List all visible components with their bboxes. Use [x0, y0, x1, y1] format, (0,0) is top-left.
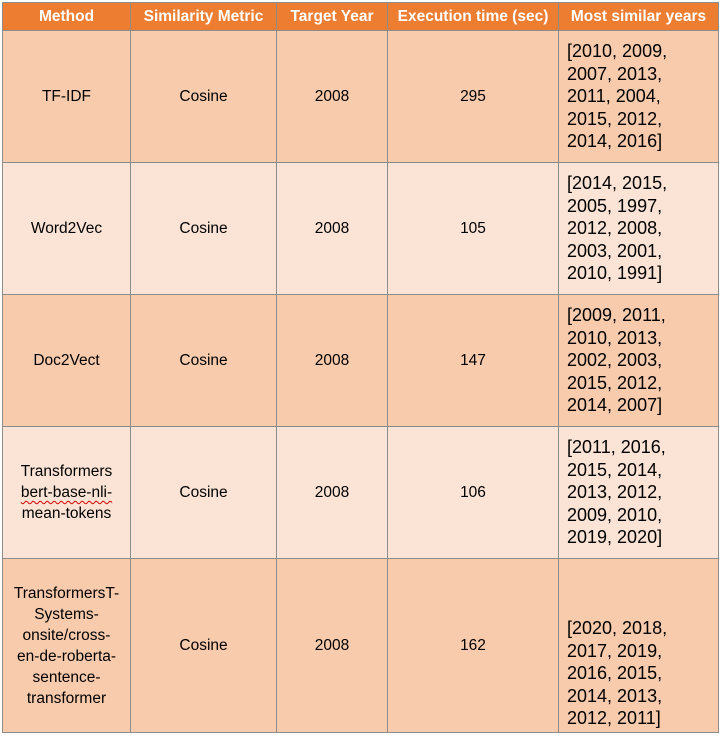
years-line: 2015, 2012,: [567, 108, 663, 129]
table-row: Doc2Vect Cosine 2008 147 [2009, 2011, 20…: [2, 294, 719, 427]
header-target-year: Target Year: [276, 2, 388, 31]
header-most-similar-years: Most similar years: [558, 2, 719, 31]
similar-years-cell: [2010, 2009, 2007, 2013, 2011, 2004, 201…: [558, 30, 719, 163]
metric-cell: Cosine: [130, 294, 277, 427]
method-cell: Transformers bert-base-nli- mean-tokens: [2, 426, 131, 559]
years-line: 2010, 1991]: [567, 263, 663, 284]
metric-cell: Cosine: [130, 426, 277, 559]
years-line: 2014, 2013,: [567, 685, 663, 706]
similar-years-cell: [2020, 2018, 2017, 2019, 2016, 2015, 201…: [558, 558, 719, 733]
similar-years-cell: [2011, 2016, 2015, 2014, 2013, 2012, 200…: [558, 426, 719, 559]
method-name: TransformersT- Systems- onsite/cross- en…: [10, 583, 123, 709]
years-line: [2020, 2018,: [567, 618, 668, 639]
years-line: 2003, 2001,: [567, 240, 663, 261]
years-line: 2014, 2016]: [567, 131, 663, 152]
years-line: 2002, 2003,: [567, 350, 663, 371]
metric-cell: Cosine: [130, 558, 277, 733]
method-line: bert-base-nli-: [20, 484, 113, 501]
header-similarity-metric: Similarity Metric: [130, 2, 277, 31]
method-line: transformer: [26, 689, 107, 707]
method-cell: Word2Vec: [2, 162, 131, 295]
years-line: 2010, 2013,: [567, 327, 663, 348]
years-line: 2015, 2012,: [567, 372, 663, 393]
execution-time-cell: 147: [387, 294, 559, 427]
similar-years-cell: [2009, 2011, 2010, 2013, 2002, 2003, 201…: [558, 294, 719, 427]
method-cell: TransformersT- Systems- onsite/cross- en…: [2, 558, 131, 733]
metric-cell: Cosine: [130, 30, 277, 163]
method-name: Transformers bert-base-nli- mean-tokens: [17, 461, 117, 524]
target-year-cell: 2008: [276, 162, 388, 295]
method-line: Transformers: [20, 463, 113, 480]
execution-time-cell: 105: [387, 162, 559, 295]
table-row: Transformers bert-base-nli- mean-tokens …: [2, 426, 719, 559]
method-line: mean-tokens: [21, 505, 112, 522]
method-name: TF-IDF: [41, 88, 92, 105]
years-line: [2010, 2009,: [567, 41, 668, 62]
years-line: [2011, 2016,: [567, 437, 666, 458]
years-line: 2012, 2008,: [567, 218, 663, 239]
method-line: Systems-: [34, 605, 99, 623]
method-cell: Doc2Vect: [2, 294, 131, 427]
years-line: 2009, 2010,: [567, 504, 663, 525]
years-line: 2015, 2014,: [567, 459, 663, 480]
target-year-cell: 2008: [276, 30, 388, 163]
years-line: [2014, 2015,: [567, 173, 668, 194]
header-execution-time: Execution time (sec): [387, 2, 559, 31]
years-line: 2016, 2015,: [567, 663, 663, 684]
execution-time-cell: 106: [387, 426, 559, 559]
header-row: Method Similarity Metric Target Year Exe…: [2, 2, 719, 31]
years-line: 2013, 2012,: [567, 482, 663, 503]
target-year-cell: 2008: [276, 558, 388, 733]
years-line: 2011, 2004,: [567, 86, 661, 107]
execution-time-cell: 295: [387, 30, 559, 163]
method-cell: TF-IDF: [2, 30, 131, 163]
method-name: Doc2Vect: [33, 352, 100, 369]
target-year-cell: 2008: [276, 294, 388, 427]
method-name: Word2Vec: [30, 220, 103, 237]
years-line: 2019, 2020]: [567, 527, 663, 548]
method-line: en-de-roberta-: [16, 647, 117, 665]
method-line: sentence-: [32, 668, 101, 686]
table-row: TF-IDF Cosine 2008 295 [2010, 2009, 2007…: [2, 30, 719, 163]
years-line: 2014, 2007]: [567, 395, 663, 416]
years-line: 2012, 2011]: [567, 708, 661, 729]
header-method: Method: [2, 2, 131, 31]
years-line: [2009, 2011,: [567, 305, 666, 326]
metric-cell: Cosine: [130, 162, 277, 295]
execution-time-cell: 162: [387, 558, 559, 733]
years-line: 2005, 1997,: [567, 195, 663, 216]
target-year-cell: 2008: [276, 426, 388, 559]
years-line: 2007, 2013,: [567, 63, 663, 84]
method-line: TransformersT-: [13, 584, 120, 602]
table-row: TransformersT- Systems- onsite/cross- en…: [2, 558, 719, 733]
years-line: 2017, 2019,: [567, 640, 663, 661]
method-line: onsite/cross-: [22, 626, 111, 644]
table-row: Word2Vec Cosine 2008 105 [2014, 2015, 20…: [2, 162, 719, 295]
similar-years-cell: [2014, 2015, 2005, 1997, 2012, 2008, 200…: [558, 162, 719, 295]
